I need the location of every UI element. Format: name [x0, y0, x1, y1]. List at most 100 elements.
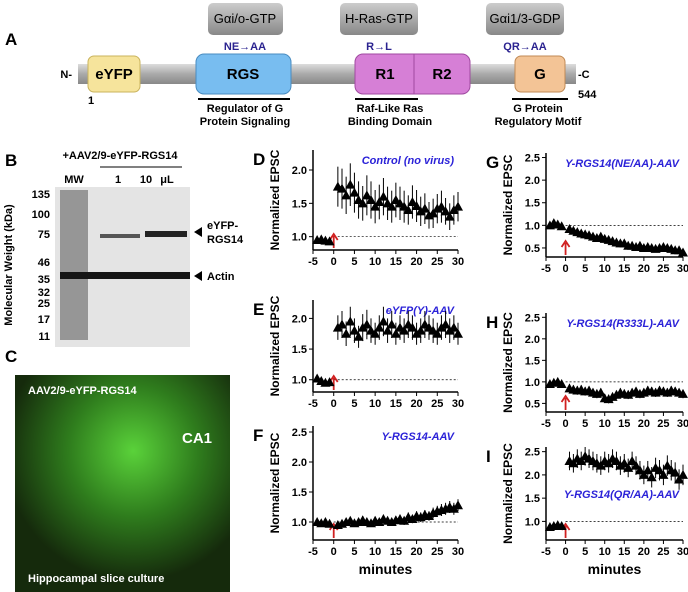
marker [619, 458, 630, 468]
x-tick-label: 20 [638, 418, 650, 430]
marker [544, 220, 555, 230]
residue: 1 [88, 95, 94, 107]
annotation: Y-RGS14(R333L)-AAV [566, 318, 680, 330]
x-tick-label: 15 [390, 546, 402, 558]
marker [611, 455, 622, 465]
marker [415, 325, 426, 335]
y-axis-label: Normalized EPSC [501, 443, 515, 544]
marker [678, 469, 688, 479]
marker [654, 465, 665, 475]
domain [354, 53, 471, 95]
marker [403, 205, 414, 214]
marker [453, 201, 463, 211]
marker [324, 377, 335, 387]
x-tick-label: 10 [369, 256, 381, 268]
marker [357, 198, 368, 208]
marker [386, 201, 397, 211]
y-tick-label: 2.5 [292, 427, 307, 439]
domain-label: eYFP [95, 66, 133, 83]
x-tick-label: 20 [410, 546, 422, 558]
marker [638, 469, 649, 479]
marker [378, 191, 389, 201]
x-tick-label: 25 [657, 546, 669, 558]
domain-label: R1 [375, 66, 394, 83]
mutation: R→L [366, 41, 392, 53]
marker [658, 469, 669, 479]
terminus: -C [578, 69, 590, 81]
marker [615, 460, 626, 470]
marker [674, 474, 685, 484]
marker [568, 458, 579, 468]
y-tick-label: 1.0 [292, 375, 307, 387]
marker [556, 379, 567, 389]
x-tick-label: 0 [563, 546, 569, 558]
ladder-label: 32 [38, 287, 50, 299]
marker [662, 460, 673, 470]
mutation: NE→AA [224, 41, 266, 53]
x-tick-label: 30 [452, 546, 464, 558]
x-tick-label: 5 [582, 546, 588, 558]
panel-letter: H [486, 313, 498, 332]
marker [349, 187, 360, 197]
effector-box [486, 3, 564, 35]
marker [415, 512, 426, 522]
lane-label: 10 [140, 174, 152, 186]
x-tick-label: 15 [618, 263, 630, 275]
marker [670, 467, 681, 477]
x-tick-label: -5 [541, 263, 551, 275]
x-axis-label: minutes [588, 561, 642, 577]
ladder-label: 100 [32, 209, 50, 221]
terminus: N- [60, 69, 72, 81]
marker [345, 179, 356, 189]
x-tick-label: 10 [599, 263, 611, 275]
marker [419, 203, 430, 213]
domain-label: R2 [432, 66, 451, 83]
marker [353, 331, 364, 341]
x-tick-label: 25 [431, 256, 443, 268]
effector: Gαi/o-GTP [214, 11, 276, 26]
marker [634, 465, 645, 475]
marker [407, 197, 418, 206]
marker [361, 190, 372, 200]
marker [386, 319, 397, 329]
marker [448, 322, 459, 332]
lane-label: 1 [115, 174, 121, 186]
marker [366, 518, 376, 528]
stimulus-arrow [328, 232, 339, 248]
panel-letter: F [253, 426, 263, 445]
marker [432, 328, 443, 338]
domain-label: G [534, 66, 546, 83]
x-tick-label: 5 [351, 256, 357, 268]
marker [428, 208, 439, 218]
micrograph [15, 375, 230, 592]
y-tick-label: 1.5 [525, 355, 540, 367]
x-tick-label: 0 [563, 263, 569, 275]
marker [444, 211, 455, 221]
ladder-label: 35 [38, 274, 50, 286]
y-tick-label: 1.0 [525, 377, 540, 389]
marker [337, 183, 347, 193]
x-tick-label: 20 [410, 256, 422, 268]
x-tick-label: 15 [618, 546, 630, 558]
x-tick-label: 0 [563, 418, 569, 430]
x-tick-label: 10 [599, 546, 611, 558]
marker [374, 322, 385, 332]
marker [440, 206, 451, 216]
x-tick-label: 20 [638, 546, 650, 558]
y-tick-label: 2.0 [525, 470, 540, 482]
marker [603, 458, 614, 468]
image-title: AAV2/9-eYFP-RGS14 [28, 385, 137, 397]
description: Protein Signaling [200, 116, 290, 128]
x-tick-label: 10 [369, 398, 381, 410]
marker [678, 247, 688, 257]
band-label: RGS14 [207, 234, 244, 246]
band-label: eYFP- [207, 220, 239, 232]
x-tick-label: -5 [541, 546, 551, 558]
x-tick-label: 10 [369, 546, 381, 558]
annotation: Y-RGS14-AAV [382, 431, 456, 443]
marker [341, 190, 352, 200]
marker [324, 518, 335, 528]
y-tick-label: 0.5 [525, 243, 540, 255]
marker [453, 500, 463, 510]
